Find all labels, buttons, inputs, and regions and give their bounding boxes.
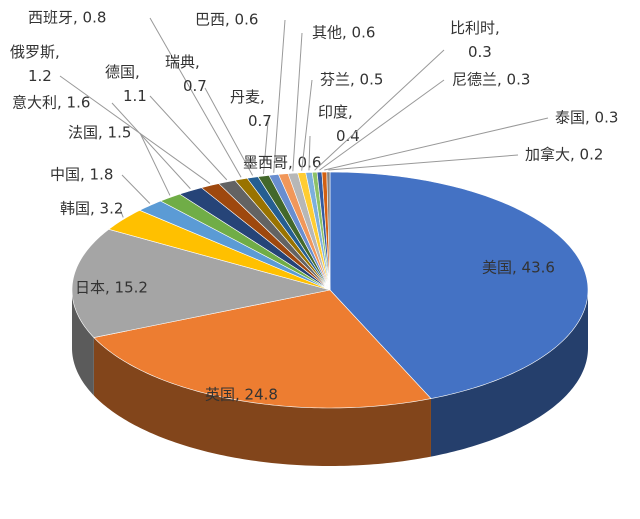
label-line: 俄罗斯,: [10, 43, 60, 61]
label-line: 0.7: [183, 77, 207, 95]
leader-line: [273, 19, 286, 173]
slice: [108, 209, 331, 291]
slice: [159, 193, 331, 291]
leader-line: [328, 154, 519, 171]
leader-line: [139, 132, 171, 196]
slice: [329, 171, 589, 399]
label-line: 德国,: [105, 63, 140, 81]
leader-line: [319, 79, 445, 171]
slice: [200, 183, 331, 291]
data-label: 泰国, 0.3: [555, 109, 618, 127]
slice-side: [72, 290, 94, 396]
data-label: 美国, 43.6: [482, 259, 555, 277]
leader-line: [324, 117, 549, 171]
slice-side: [93, 337, 431, 466]
label-line: 丹麦,: [230, 88, 265, 106]
label-line: 印度,: [318, 103, 353, 121]
label-line: 0.7: [248, 112, 272, 130]
data-label: 加拿大, 0.2: [525, 146, 603, 164]
leader-line: [204, 87, 254, 176]
data-label: 西班牙, 0.8: [28, 9, 106, 27]
slice: [138, 200, 331, 291]
label-line: 1.2: [28, 67, 52, 85]
leader-line: [301, 79, 313, 171]
label-line: 0.3: [468, 43, 492, 61]
leader-line: [111, 102, 191, 190]
data-label: 印度, 0.4: [318, 103, 360, 145]
label-line: 1.1: [123, 87, 147, 105]
data-label: 尼德兰, 0.3: [452, 71, 530, 89]
data-label: 英国, 24.8: [205, 386, 278, 404]
slice: [326, 171, 331, 291]
slice: [71, 228, 331, 338]
data-label: 瑞典, 0.7: [165, 53, 207, 95]
data-label: 中国, 1.8: [50, 166, 113, 184]
leader-line: [262, 121, 269, 175]
data-label: 法国, 1.5: [68, 124, 131, 142]
data-label: 芬兰, 0.5: [320, 71, 383, 89]
leader-line: [149, 95, 228, 181]
data-label: 日本, 15.2: [75, 279, 148, 297]
slice: [178, 187, 331, 291]
slice: [218, 179, 331, 291]
label-line: 瑞典,: [165, 53, 200, 71]
leader-line: [314, 49, 445, 171]
leader-line: [119, 208, 124, 218]
data-label: 意大利, 1.6: [12, 94, 90, 112]
slice-side: [430, 290, 588, 457]
leader-line: [149, 17, 242, 178]
leader-line: [308, 135, 311, 171]
data-label: 其他, 0.6: [312, 24, 375, 42]
data-label: 巴西, 0.6: [195, 11, 258, 29]
data-label: 俄罗斯, 1.2: [10, 43, 60, 85]
leader-line: [292, 32, 303, 172]
label-line: 比利时,: [450, 19, 500, 37]
data-label: 丹麦, 0.7: [230, 88, 272, 130]
data-label: 比利时, 0.3: [450, 19, 500, 61]
data-label: 德国, 1.1: [105, 63, 147, 105]
label-line: 0.4: [336, 127, 360, 145]
leader-line: [59, 75, 211, 184]
data-label: 韩国, 3.2: [60, 200, 123, 218]
slice: [93, 289, 432, 409]
leader-line: [121, 174, 151, 204]
